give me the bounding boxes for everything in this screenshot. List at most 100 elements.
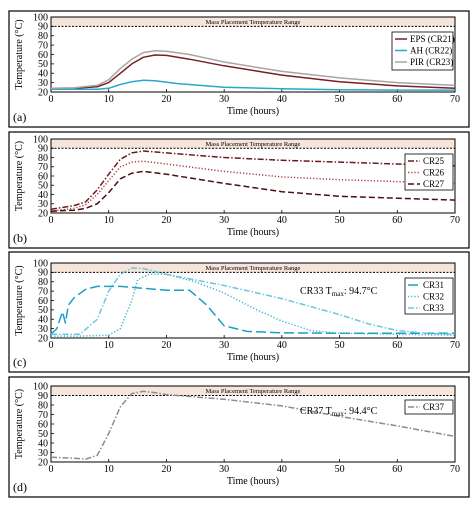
panel-label: (a) [13,110,26,124]
x-tick-label: 40 [277,464,287,475]
x-tick-label: 60 [392,94,402,105]
x-tick-label: 70 [450,215,460,226]
y-tick-label: 100 [33,258,48,269]
y-tick-label: 30 [38,78,48,89]
series-line-1 [50,285,455,335]
y-tick-label: 80 [38,400,48,411]
x-tick-label: 0 [49,215,54,226]
y-tick-label: 30 [38,448,48,459]
annotation-subscript: max [332,290,345,298]
y-axis-label: Temperature (°C) [14,141,25,211]
y-tick-label: 20 [38,457,48,468]
x-tick-label: 50 [335,340,345,351]
x-tick-label: 70 [450,94,460,105]
y-tick-label: 30 [38,324,48,335]
series-line-3 [51,267,456,336]
placement-band [51,139,455,149]
legend-label: CR37 [423,402,445,412]
y-tick-label: 50 [38,305,48,316]
x-tick-label: 10 [104,464,114,475]
placement-band [51,17,455,27]
panel-frame [8,10,470,128]
series-line-2 [50,160,456,212]
y-tick-label: 80 [38,277,48,288]
y-tick-label: 70 [38,286,48,297]
x-tick-label: 40 [277,94,287,105]
legend-label: CR27 [423,179,445,189]
x-axis-label: Time (hours) [227,227,279,238]
x-tick-label: 20 [161,340,171,351]
legend-box [404,153,454,191]
band-label: Mass Placement Temperature Range [206,19,301,26]
x-tick-label: 70 [450,340,460,351]
x-axis-label: Time (hours) [227,106,279,117]
x-tick-label: 20 [161,464,171,475]
y-axis-label: Temperature (°C) [14,265,25,335]
y-tick-label: 90 [38,391,48,402]
x-tick-label: 30 [219,215,229,226]
x-tick-label: 40 [277,215,287,226]
y-tick-label: 50 [38,429,48,440]
panel-label: (c) [13,355,26,369]
x-tick-label: 50 [335,94,345,105]
chart-panel-2: Mass Placement Temperature Range 20 30 40 50… [8,131,470,249]
legend-label: CR32 [423,292,444,302]
placement-band [51,263,455,273]
series-line-2 [51,273,456,337]
tmax-annotation: CR37 Tmax: 94.4°C [300,406,378,418]
panel-label: (d) [13,480,27,494]
y-tick-label: 90 [38,22,48,33]
legend-label: AH (CR22) [410,46,452,56]
legend-label: CR26 [423,168,445,178]
legend: CR37 [404,399,454,415]
plot-area [50,262,456,339]
legend-label: CR33 [423,303,445,313]
x-tick-label: 10 [104,94,114,105]
x-tick-label: 0 [49,94,54,105]
x-tick-label: 0 [49,340,54,351]
chart-panel-3: Mass Placement Temperature Range20304050… [8,251,470,373]
y-tick-label: 100 [33,134,48,145]
x-tick-label: 0 [49,464,54,475]
band-label: Mass Placement Temperature Range [206,141,301,148]
y-tick-label: 90 [38,268,48,279]
y-axis-label: Temperature (°C) [14,389,25,459]
x-tick-label: 20 [161,215,171,226]
y-tick-label: 20 [38,87,48,98]
x-tick-label: 30 [219,94,229,105]
x-tick-label: 20 [161,94,171,105]
annotation-main: CR33 T [300,286,332,297]
y-tick-label: 70 [38,410,48,421]
annotation-main: CR37 T [300,406,332,417]
y-tick-label: 60 [38,419,48,430]
x-tick-label: 30 [219,464,229,475]
y-tick-label: 40 [38,438,48,449]
legend-box [404,399,454,415]
series-line-1 [51,54,456,90]
series-line-1 [50,390,456,460]
x-tick-label: 50 [335,464,345,475]
y-tick-label: 80 [38,31,48,42]
y-tick-label: 60 [38,171,48,182]
y-tick-label: 70 [38,40,48,51]
y-tick-label: 20 [38,208,48,219]
x-tick-label: 50 [335,215,345,226]
x-tick-label: 10 [104,340,114,351]
y-tick-label: 60 [38,50,48,61]
y-tick-label: 70 [38,162,48,173]
legend-label: CR31 [423,280,444,290]
panel-frame [8,131,470,249]
x-tick-label: 30 [219,340,229,351]
legend: EPS (CR21) AH (CR22)PIR (CR23) [391,31,455,71]
x-axis-label: Time (hours) [227,476,279,487]
legend-label: PIR (CR23) [410,57,453,67]
y-axis-label: Temperature (°C) [14,19,25,89]
annotation-value: : 94.7°C [344,286,378,297]
band-label: Mass Placement Temperature Range [206,388,301,395]
legend-label: CR25 [423,156,445,166]
annotation-value: : 94.4°C [344,406,378,417]
series-line-2 [51,79,455,91]
series-line-3 [50,50,456,90]
